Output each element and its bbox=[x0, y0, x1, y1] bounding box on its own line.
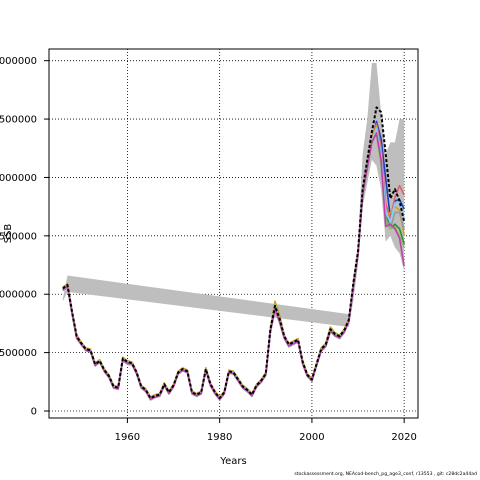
x-axis-label: Years bbox=[219, 456, 246, 467]
footer-credit: stockassessment.org, NEAcod-bench_pg_age… bbox=[294, 472, 477, 477]
y-tick-label: 3000000 bbox=[0, 56, 37, 67]
y-tick-label: 500000 bbox=[0, 348, 37, 359]
y-axis-label: SSB bbox=[3, 224, 14, 244]
y-tick-label: 2500000 bbox=[0, 115, 37, 126]
x-tick-label: 2020 bbox=[391, 432, 416, 443]
series-line bbox=[62, 106, 406, 400]
y-tick-label: 1000000 bbox=[0, 290, 37, 301]
plot-frame bbox=[48, 48, 419, 419]
x-tick-label: 1980 bbox=[207, 432, 232, 443]
x-tick-label: 2000 bbox=[299, 432, 324, 443]
y-tick-label: 0 bbox=[31, 406, 37, 417]
confidence-band bbox=[62, 63, 405, 327]
confidence-band-group bbox=[62, 63, 405, 327]
y-tick-label: 2000000 bbox=[0, 173, 37, 184]
series-lines bbox=[62, 106, 406, 401]
axes: 1960 1980 2000 2020 0 500000 1000000 1500000 200… bbox=[0, 56, 417, 443]
y-tick-label: 1500000 bbox=[0, 231, 37, 242]
x-tick-label: 1960 bbox=[115, 432, 140, 443]
